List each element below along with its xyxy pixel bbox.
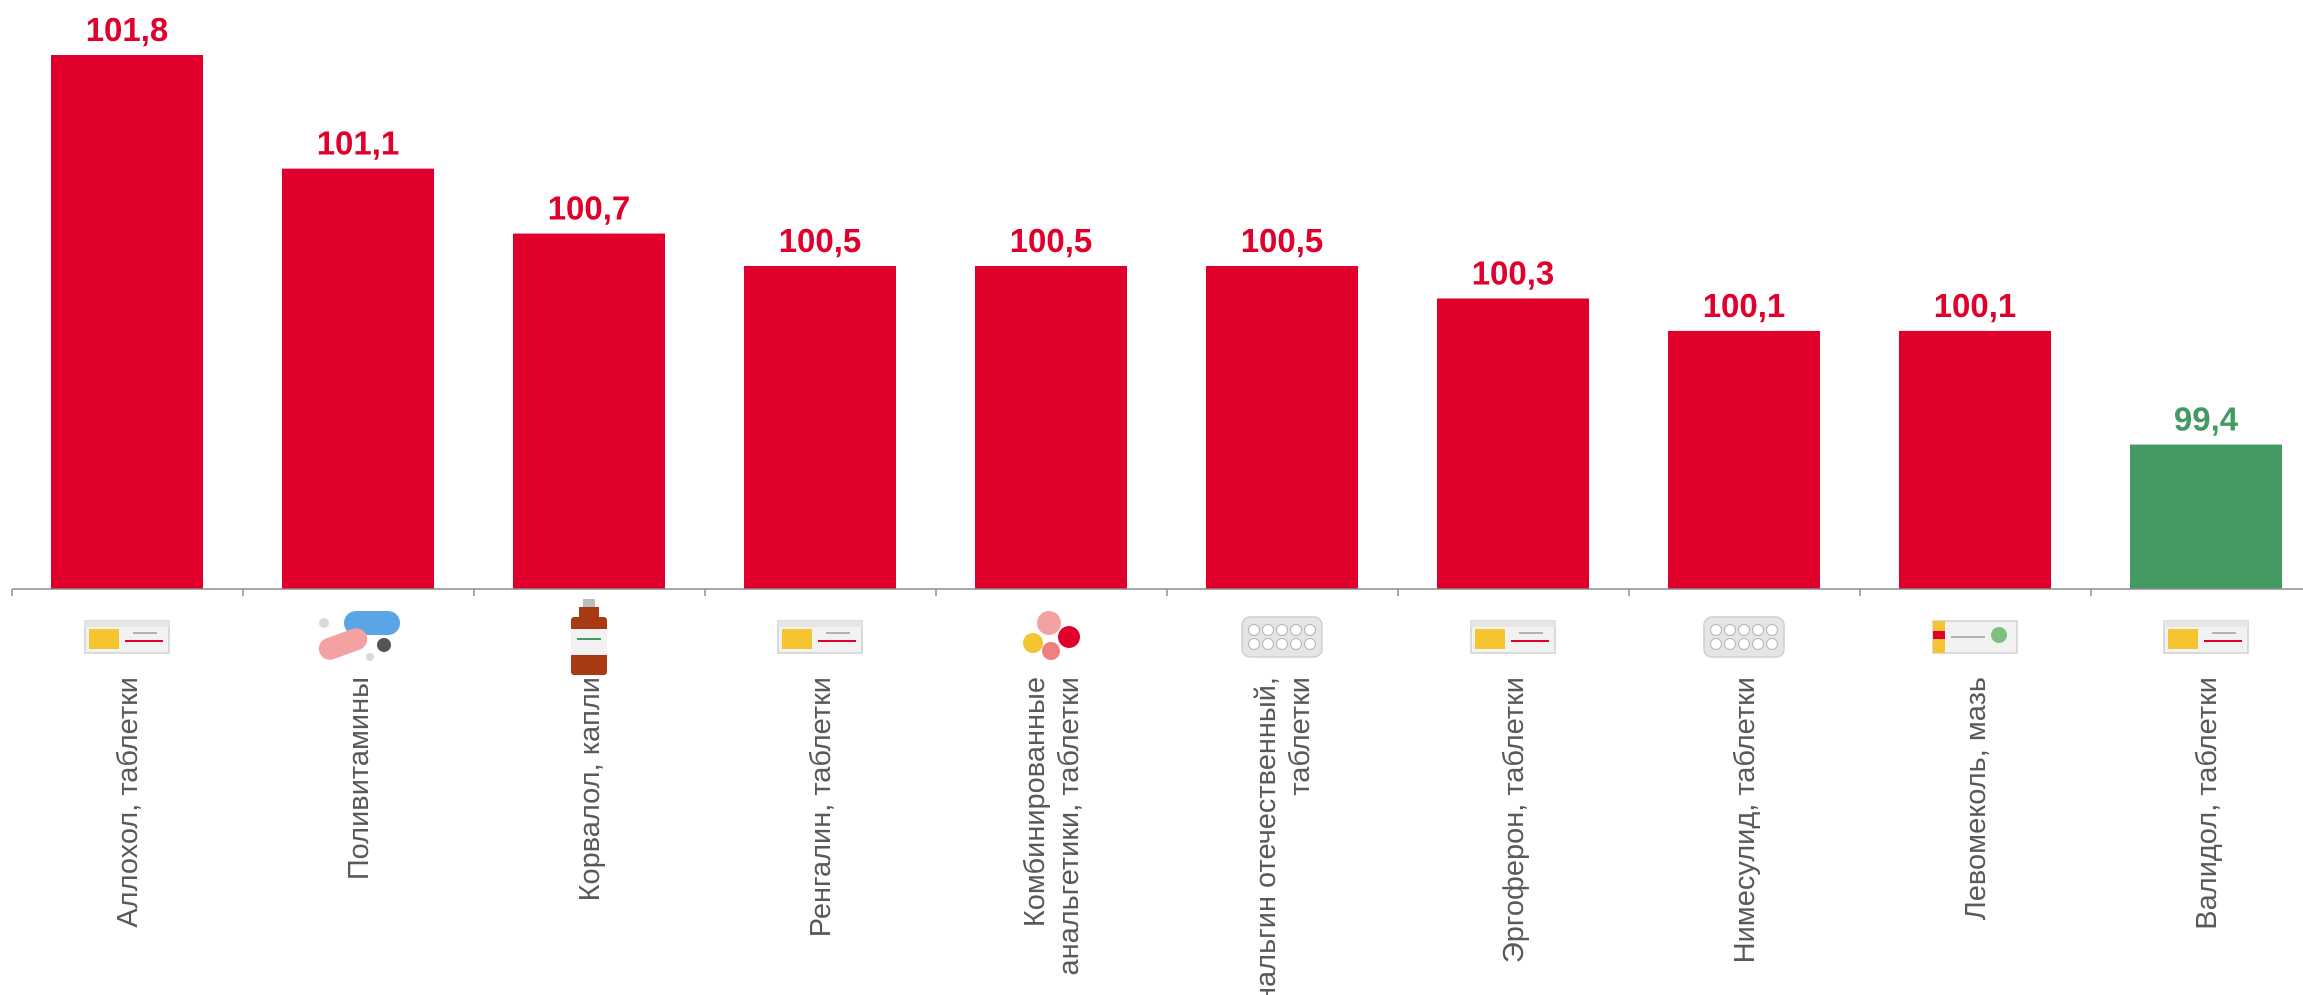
bar — [1206, 266, 1358, 589]
tablet-box-icon — [1470, 620, 1556, 654]
category-label: Анальгин отечественный,таблетки — [1250, 677, 1316, 995]
category-label: Эргоферон, таблетки — [1498, 677, 1530, 963]
bar — [1668, 330, 1820, 589]
bar — [513, 233, 665, 590]
value-label: 100,1 — [1703, 287, 1786, 324]
bar — [2130, 444, 2282, 589]
tablet-box-icon — [2163, 620, 2249, 654]
category-label: Валидол, таблетки — [2191, 677, 2223, 930]
category-label: Левомеколь, мазь — [1960, 677, 1992, 920]
vitamin-capsules-icon — [318, 611, 400, 661]
icons-group — [84, 599, 2249, 675]
bar — [51, 55, 203, 589]
category-label: Комбинированныеанальгетики, таблетки — [1019, 677, 1085, 976]
category-label: Поливитамины — [343, 677, 375, 880]
value-label: 100,5 — [779, 222, 862, 259]
bar — [744, 266, 896, 589]
category-label: Корвалол, капли — [574, 677, 606, 901]
value-label: 100,5 — [1010, 222, 1093, 259]
value-label: 100,5 — [1241, 222, 1324, 259]
blister-pack-icon — [1703, 616, 1785, 658]
category-labels: Аллохол, таблетки Поливитамины Корвалол, к… — [112, 677, 2223, 995]
drops-bottle-icon — [571, 599, 607, 675]
value-label: 100,3 — [1472, 254, 1555, 291]
colored-pills-icon — [1023, 611, 1080, 660]
value-label: 101,1 — [317, 125, 400, 162]
tablet-box-icon — [777, 620, 863, 654]
value-label: 99,4 — [2174, 401, 2239, 438]
value-label: 101,8 — [86, 11, 169, 48]
category-label: Ренгалин, таблетки — [805, 677, 837, 937]
bar — [975, 266, 1127, 589]
category-label: Нимесулид, таблетки — [1729, 677, 1761, 963]
bar — [1437, 298, 1589, 589]
bar — [1899, 330, 2051, 589]
bars-group: 101,8 101,1 100,7 100,5 100,5 100,5 100,3 100,1… — [51, 11, 2282, 590]
bar — [282, 168, 434, 590]
value-label: 100,7 — [548, 190, 631, 227]
blister-pack-icon — [1241, 616, 1323, 658]
tablet-box-icon — [84, 620, 170, 654]
x-axis — [11, 588, 2303, 596]
ointment-box-icon — [1932, 620, 2018, 654]
value-label: 100,1 — [1934, 287, 2017, 324]
category-label: Аллохол, таблетки — [112, 677, 144, 928]
